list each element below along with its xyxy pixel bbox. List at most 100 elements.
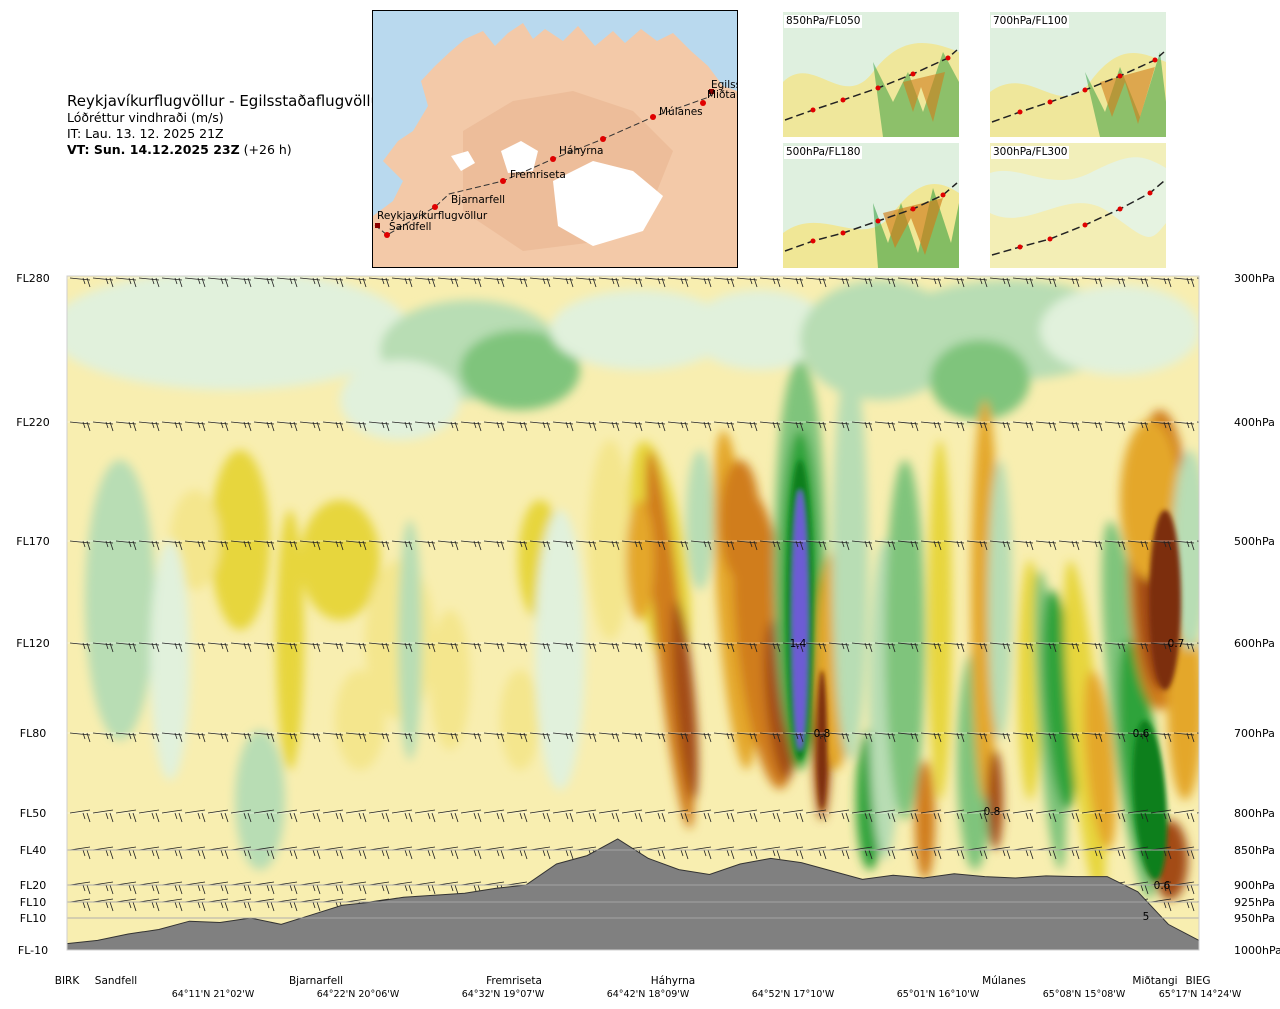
coordinate-label: 64°52'N 17°10'W: [752, 989, 835, 1000]
wind-barb: [943, 642, 965, 653]
wind-barb: [828, 540, 850, 551]
wind-barb: [805, 540, 827, 551]
wind-barb: [1035, 540, 1057, 551]
coordinate-label: 64°32'N 19°07'W: [462, 989, 545, 1000]
left-axis-label: FL220: [16, 416, 49, 429]
wind-barb: [138, 642, 160, 653]
wind-barb: [230, 277, 252, 288]
wind-barb: [989, 277, 1011, 288]
route-map: Reykjavíkurflugvöllur Sandfell Bjarnarfe…: [372, 10, 738, 268]
mini-map-300: 300hPa/FL300: [990, 143, 1166, 268]
wind-barb: [115, 540, 137, 551]
wind-barb: [506, 732, 528, 743]
wind-barb: [230, 540, 252, 551]
wind-barb: [92, 642, 114, 653]
wind-barb: [1081, 277, 1103, 288]
wind-barb: [230, 642, 252, 653]
wind-barb: [1081, 732, 1103, 743]
wind-barb: [529, 540, 551, 551]
terrain-profile: [67, 838, 1199, 950]
wind-barb: [437, 540, 459, 551]
heatmap-cell: [930, 340, 1030, 420]
mini-map-700: 700hPa/FL100: [990, 12, 1166, 137]
wind-barb: [920, 277, 942, 288]
mini-map-500-label: 500hPa/FL180: [784, 146, 863, 159]
coordinate-label: 64°42'N 18°09'W: [607, 989, 690, 1000]
right-axis-label: 700hPa: [1234, 727, 1275, 740]
wind-barb: [276, 642, 298, 653]
wind-barb: [138, 732, 160, 743]
wind-barb: [989, 642, 1011, 653]
wind-barb: [575, 421, 597, 432]
wind-barb: [1104, 277, 1126, 288]
wind-barb: [414, 421, 436, 432]
wind-barb: [552, 642, 574, 653]
wind-barb: [552, 732, 574, 743]
left-axis-label: FL20: [20, 879, 46, 892]
heatmap-cell: [671, 600, 699, 800]
wind-barb: [1058, 540, 1080, 551]
wind-barb: [391, 421, 413, 432]
wind-barb: [1081, 809, 1103, 823]
wind-barb: [253, 809, 275, 823]
wind-barb: [552, 277, 574, 288]
wind-barb: [897, 277, 919, 288]
left-axis-label: FL120: [16, 637, 49, 650]
right-axis-label: 400hPa: [1234, 416, 1275, 429]
wind-barb: [1081, 642, 1103, 653]
wind-barb: [368, 540, 390, 551]
heatmap-cell: [988, 460, 1012, 740]
coordinate-label: 64°22'N 20°06'W: [317, 989, 400, 1000]
wind-barb: [1196, 277, 1199, 279]
wind-barb: [598, 540, 620, 551]
wind-barb: [621, 642, 643, 653]
value-label: 1.4: [790, 638, 807, 650]
wind-barb: [874, 809, 896, 823]
wind-barb: [736, 277, 758, 288]
wind-barb: [897, 642, 919, 653]
wind-barb: [989, 732, 1011, 743]
heatmap-cell: [928, 440, 952, 800]
wind-barb: [598, 277, 620, 288]
heatmap-cell: [1149, 510, 1181, 690]
wind-barb: [920, 642, 942, 653]
wind-barb: [69, 277, 91, 288]
wind-barb: [667, 421, 689, 432]
wind-barb: [253, 540, 275, 551]
wind-barb: [621, 421, 643, 432]
wind-barb: [207, 809, 229, 823]
wind-barb: [1012, 277, 1034, 288]
wind-barb: [897, 540, 919, 551]
waypoint-label: BIRK: [55, 975, 81, 987]
wind-barb: [1058, 277, 1080, 288]
wind-barb: [368, 809, 390, 823]
wind-barb: [1150, 277, 1172, 288]
wind-barb: [414, 642, 436, 653]
wind-barb: [552, 540, 574, 551]
wind-barb: [713, 421, 735, 432]
wind-barb: [782, 540, 804, 551]
waypoint-label: BIEG: [1185, 975, 1210, 987]
wind-barb: [69, 642, 91, 653]
wind-barb: [575, 809, 597, 823]
coordinate-label: 65°01'N 16°10'W: [897, 989, 980, 1000]
right-axis-label: 900hPa: [1234, 879, 1275, 892]
left-axis-label: FL10: [20, 912, 46, 925]
wind-barb: [713, 732, 735, 743]
wind-barb: [828, 809, 850, 823]
wind-barb: [1035, 732, 1057, 743]
wind-barb: [391, 642, 413, 653]
wind-barb: [161, 277, 183, 288]
wind-barb: [713, 540, 735, 551]
wind-barb: [115, 277, 137, 288]
wind-barb: [966, 540, 988, 551]
wind-barb: [1058, 421, 1080, 432]
wind-barb: [529, 421, 551, 432]
wind-barb: [621, 809, 643, 823]
wind-barb: [943, 540, 965, 551]
wind-barb: [575, 277, 597, 288]
wind-barb: [322, 421, 344, 432]
wind-barb: [805, 277, 827, 288]
wind-barb: [828, 732, 850, 743]
wind-barb: [713, 277, 735, 288]
